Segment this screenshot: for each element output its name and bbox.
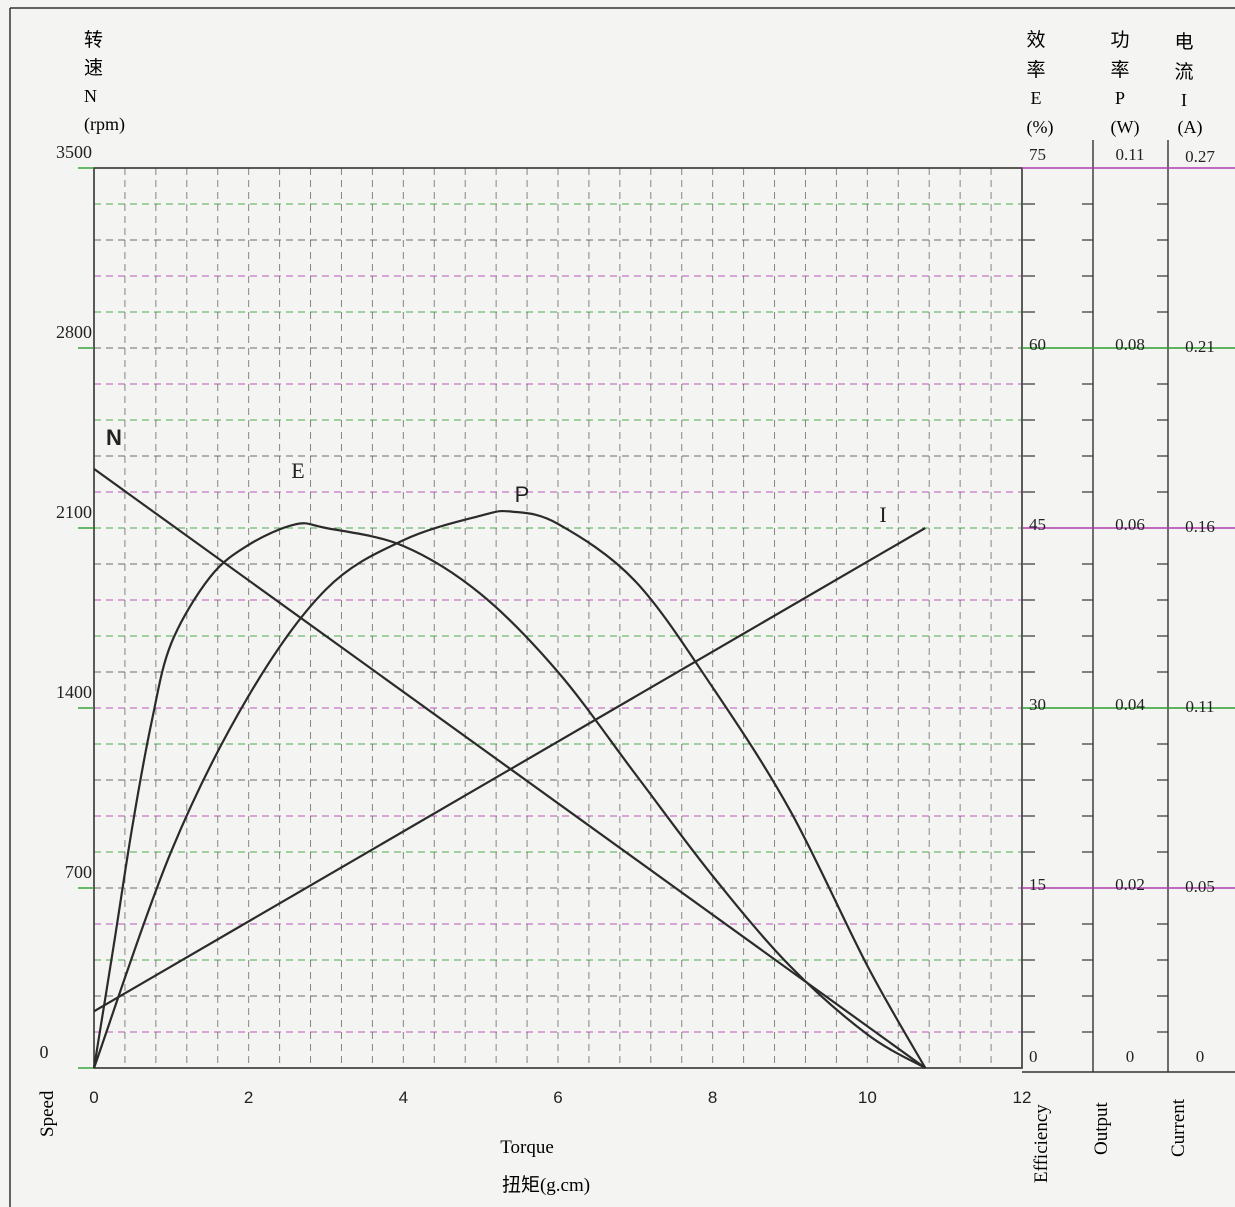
series-i-line [93, 527, 926, 1013]
speed-tick-label: 1400 [56, 682, 92, 702]
speed-header-char-1: 转 [84, 29, 103, 51]
current-header-symbol: I [1181, 90, 1187, 110]
speed-header-char-2: 速 [84, 57, 103, 79]
speed-tick-label: 2800 [56, 322, 92, 342]
x-tick-label: 4 [399, 1088, 408, 1107]
x-tick-label: 8 [708, 1088, 717, 1107]
series-group: N E P I [92, 425, 927, 1069]
current-tick-label: 0.16 [1185, 517, 1215, 536]
speed-axis-header: 转 速 N (rpm) [84, 29, 125, 135]
x-axis-title: Torque [500, 1137, 554, 1158]
speed-tick-label: 0 [40, 1042, 49, 1062]
output-tick-label: 0.08 [1115, 335, 1145, 354]
efficiency-header-char-1: 效 [1026, 29, 1045, 51]
current-tick-label: 0.05 [1185, 877, 1215, 896]
current-header-char-1: 电 [1174, 31, 1193, 53]
efficiency-tick-label: 60 [1029, 335, 1046, 354]
series-label-e: E [291, 458, 304, 483]
speed-tick-label: 700 [65, 862, 92, 882]
efficiency-tick-label: 30 [1029, 695, 1046, 714]
grid [94, 168, 1022, 1068]
output-tick-label: 0 [1126, 1047, 1135, 1066]
current-tick-label: 0.21 [1185, 337, 1215, 356]
speed-header-unit: (rpm) [84, 114, 125, 135]
series-label-i: I [879, 502, 886, 527]
efficiency-header-char-2: 率 [1026, 59, 1045, 81]
efficiency-axis-title: Efficiency [1031, 1104, 1052, 1183]
output-header-unit: (W) [1111, 117, 1140, 138]
output-header-char-2: 率 [1110, 59, 1129, 81]
efficiency-header-unit: (%) [1027, 117, 1054, 138]
efficiency-header-symbol: E [1031, 88, 1042, 108]
x-axis-title-cn: 扭矩(g.cm) [502, 1174, 590, 1196]
current-tick-label: 0.27 [1185, 147, 1215, 166]
x-tick-label: 2 [244, 1088, 253, 1107]
output-header-symbol: P [1115, 88, 1125, 108]
speed-tick-label: 3500 [56, 142, 92, 162]
x-tick-label: 6 [553, 1088, 562, 1107]
output-header-char-1: 功 [1110, 29, 1129, 51]
speed-tick-label: 2100 [56, 502, 92, 522]
speed-header-symbol: N [84, 86, 97, 106]
plot-frame [78, 140, 1235, 1073]
plot-border [93, 167, 1023, 1069]
output-tick-label: 0.11 [1115, 145, 1144, 164]
series-label-n: N [106, 425, 122, 450]
current-header-unit: (A) [1178, 117, 1203, 138]
x-tick-label: 10 [858, 1088, 877, 1107]
output-axis-title: Output [1091, 1102, 1112, 1156]
tick-labels: 070014002100280035000153045607500.020.04… [40, 142, 1216, 1107]
speed-axis-title: Speed [37, 1090, 58, 1137]
x-tick-label: 0 [89, 1088, 98, 1107]
series-label-p: P [515, 482, 530, 507]
efficiency-tick-label: 75 [1029, 145, 1046, 164]
output-axis-header: 功 率 P (W) [1110, 29, 1139, 138]
efficiency-axis-header: 效 率 E (%) [1026, 29, 1053, 138]
output-tick-label: 0.06 [1115, 515, 1145, 534]
current-axis-header: 电 流 I (A) [1174, 31, 1202, 138]
current-header-char-2: 流 [1174, 61, 1193, 83]
series-e-line [92, 522, 926, 1069]
output-tick-label: 0.04 [1115, 695, 1145, 714]
efficiency-tick-label: 45 [1029, 515, 1046, 534]
series-p-line [92, 509, 927, 1069]
current-tick-label: 0 [1196, 1047, 1205, 1066]
efficiency-tick-label: 15 [1029, 875, 1046, 894]
efficiency-tick-label: 0 [1029, 1047, 1038, 1066]
current-axis-title: Current [1168, 1098, 1189, 1157]
current-tick-label: 0.11 [1185, 697, 1214, 716]
x-tick-label: 12 [1013, 1088, 1032, 1107]
output-tick-label: 0.02 [1115, 875, 1145, 894]
